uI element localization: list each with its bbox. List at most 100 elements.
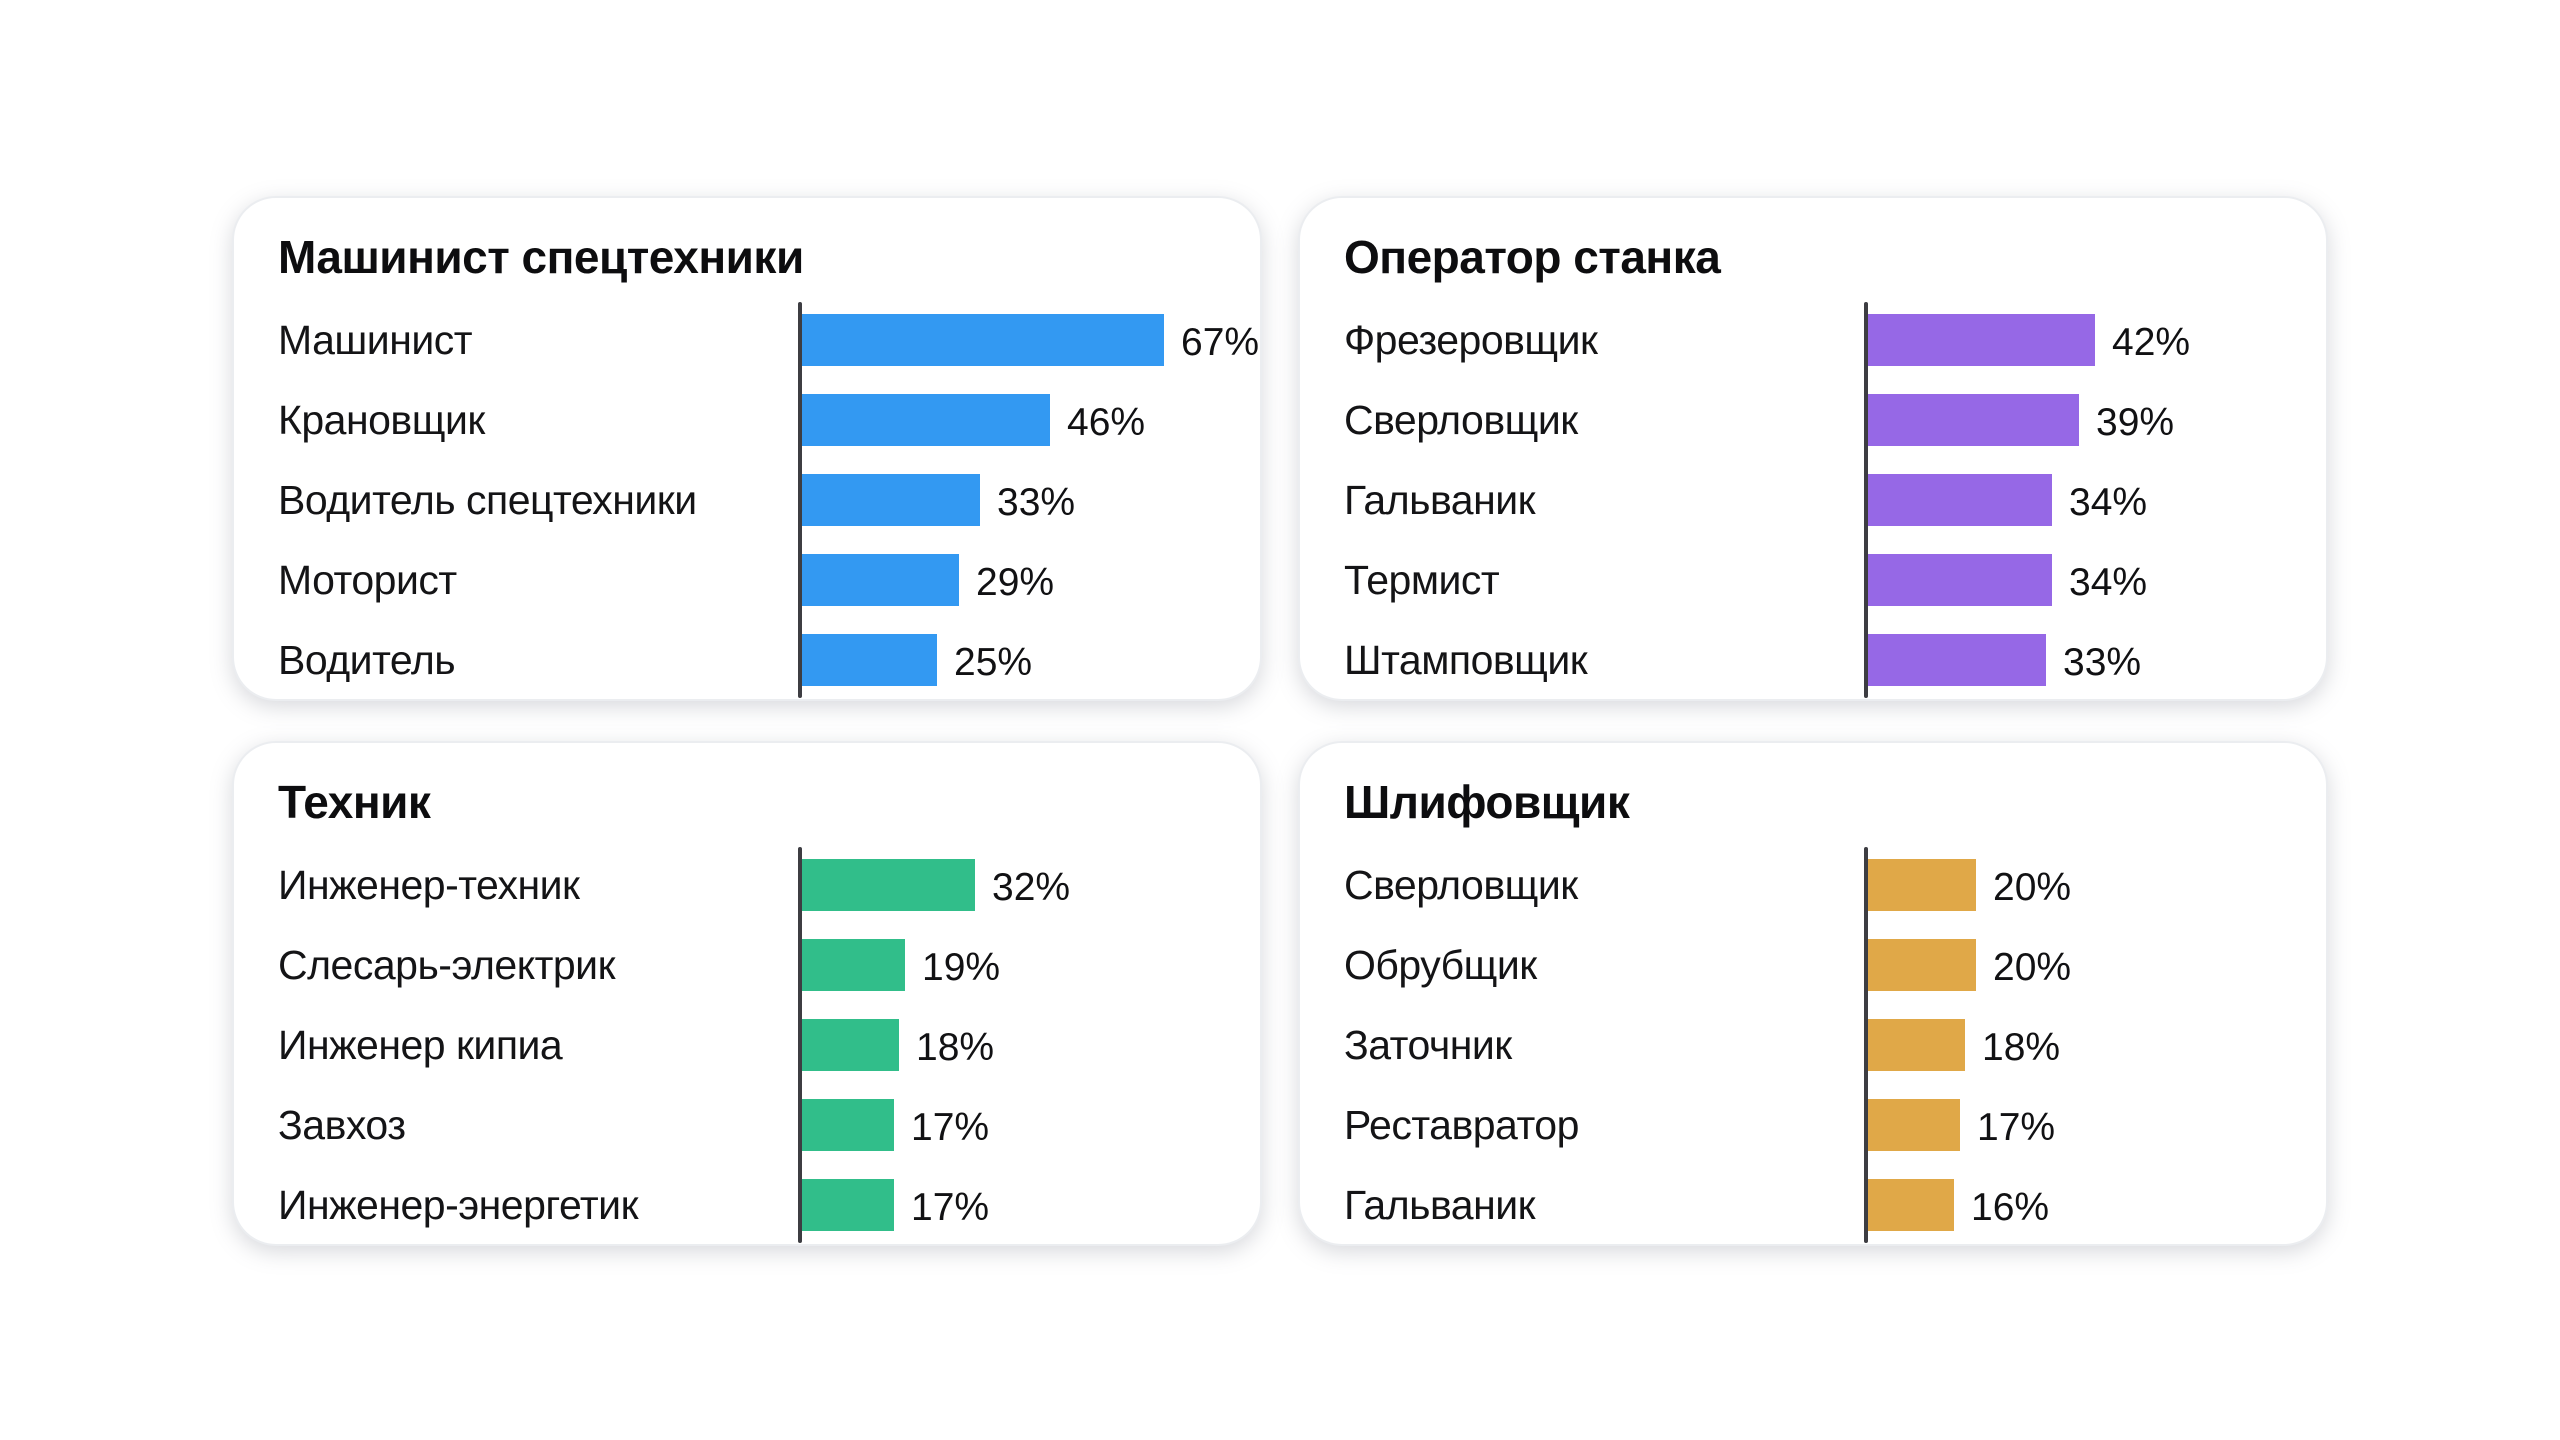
bar-area: 34% [1864, 554, 2306, 606]
bar [1868, 1019, 1965, 1071]
card-tekhnik: Техник Инженер-техник 32% Слесарь-электрик… [232, 741, 1262, 1246]
bar [802, 939, 905, 991]
chart-row: Водитель 25% [278, 634, 1240, 686]
bar-value-label: 33% [997, 481, 1076, 524]
bar [802, 394, 1050, 446]
category-label: Штамповщик [1344, 636, 1588, 683]
bar-value-label: 33% [2063, 641, 2142, 684]
card-title: Техник [278, 776, 431, 828]
chart-row: Крановщик 46% [278, 394, 1240, 446]
bar-value-label: 29% [976, 561, 1055, 604]
chart-row: Термист 34% [1344, 554, 2306, 606]
bar [1868, 634, 2046, 686]
bar [1868, 314, 2095, 366]
chart-row: Моторист 29% [278, 554, 1240, 606]
bar-area: 20% [1864, 859, 2306, 911]
category-label: Реставратор [1344, 1101, 1579, 1148]
chart-row: Машинист 67% [278, 314, 1259, 366]
category-label: Сверловщик [1344, 861, 1578, 908]
chart-row: Реставратор 17% [1344, 1099, 2306, 1151]
chart-row: Штамповщик 33% [1344, 634, 2306, 686]
category-label: Слесарь-электрик [278, 941, 616, 988]
chart-row: Инженер-техник 32% [278, 859, 1240, 911]
category-label: Гальваник [1344, 476, 1536, 523]
bar-area: 20% [1864, 939, 2306, 991]
chart-rows: Машинист 67% Крановщик 46% Водитель спецтехн… [278, 302, 1259, 698]
category-label: Термист [1344, 556, 1500, 603]
bar-area: 34% [1864, 474, 2306, 526]
category-label: Водитель [278, 636, 456, 683]
chart-rows: Фрезеровщик 42% Сверловщик 39% Гальваник 34% Т… [1344, 302, 2306, 698]
bar-area: 46% [798, 394, 1240, 446]
category-label: Крановщик [278, 396, 485, 443]
bar-value-label: 67% [1181, 321, 1260, 364]
bar [802, 554, 959, 606]
bar-area: 39% [1864, 394, 2306, 446]
bar-area: 29% [798, 554, 1240, 606]
axis-line [1864, 302, 1868, 698]
bar-area: 32% [798, 859, 1240, 911]
category-label: Моторист [278, 556, 457, 603]
chart-rows: Сверловщик 20% Обрубщик 20% Заточник 18% Реста… [1344, 847, 2306, 1243]
chart-row: Слесарь-электрик 19% [278, 939, 1240, 991]
bar-area: 42% [1864, 314, 2306, 366]
bar-value-label: 42% [2112, 321, 2191, 364]
chart-row: Гальваник 34% [1344, 474, 2306, 526]
chart-row: Водитель спецтехники 33% [278, 474, 1240, 526]
bar [802, 1179, 894, 1231]
category-label: Обрубщик [1344, 941, 1537, 988]
axis-line [1864, 847, 1868, 1243]
bar [802, 314, 1164, 366]
bar-value-label: 19% [922, 946, 1001, 989]
chart-row: Инженер-энергетик 17% [278, 1179, 1240, 1231]
bar [802, 1099, 894, 1151]
bar-value-label: 39% [2096, 401, 2175, 444]
bar [1868, 939, 1976, 991]
bar [802, 1019, 899, 1071]
charts-grid: Машинист спецтехники Машинист 67% Крановщи… [232, 196, 2328, 1246]
bar [1868, 859, 1976, 911]
bar-area: 17% [798, 1099, 1240, 1151]
bar-area: 18% [1864, 1019, 2306, 1071]
category-label: Водитель спецтехники [278, 476, 697, 523]
bar-value-label: 34% [2069, 561, 2148, 604]
bar-area: 33% [1864, 634, 2306, 686]
bar-value-label: 34% [2069, 481, 2148, 524]
bar-value-label: 17% [911, 1106, 990, 1149]
axis-line [798, 847, 802, 1243]
bar [1868, 1179, 1954, 1231]
chart-row: Завхоз 17% [278, 1099, 1240, 1151]
bar [1868, 554, 2052, 606]
bar-area: 16% [1864, 1179, 2306, 1231]
bar-value-label: 20% [1993, 866, 2072, 909]
bar-area: 17% [1864, 1099, 2306, 1151]
category-label: Инженер кипиа [278, 1021, 563, 1068]
card-title: Шлифовщик [1344, 776, 1630, 828]
category-label: Машинист [278, 316, 473, 363]
bar-value-label: 20% [1993, 946, 2072, 989]
bar-value-label: 16% [1971, 1186, 2050, 1229]
bar-value-label: 46% [1067, 401, 1146, 444]
category-label: Гальваник [1344, 1181, 1536, 1228]
category-label: Инженер-техник [278, 861, 580, 908]
bar [802, 634, 937, 686]
card-title: Оператор станка [1344, 231, 1721, 283]
bar [802, 859, 975, 911]
chart-row: Заточник 18% [1344, 1019, 2306, 1071]
chart-row: Инженер кипиа 18% [278, 1019, 1240, 1071]
bar [802, 474, 980, 526]
bar-area: 33% [798, 474, 1240, 526]
bar-value-label: 18% [1982, 1026, 2061, 1069]
category-label: Инженер-энергетик [278, 1181, 639, 1228]
category-label: Заточник [1344, 1021, 1512, 1068]
chart-rows: Инженер-техник 32% Слесарь-электрик 19% Инже… [278, 847, 1240, 1243]
bar-value-label: 32% [992, 866, 1071, 909]
bar-value-label: 17% [911, 1186, 990, 1229]
chart-row: Обрубщик 20% [1344, 939, 2306, 991]
bar [1868, 394, 2079, 446]
card-machinist-spetstekhniki: Машинист спецтехники Машинист 67% Крановщи… [232, 196, 1262, 701]
bar-area: 25% [798, 634, 1240, 686]
card-title: Машинист спецтехники [278, 231, 804, 283]
category-label: Фрезеровщик [1344, 316, 1598, 363]
bar-area: 18% [798, 1019, 1240, 1071]
